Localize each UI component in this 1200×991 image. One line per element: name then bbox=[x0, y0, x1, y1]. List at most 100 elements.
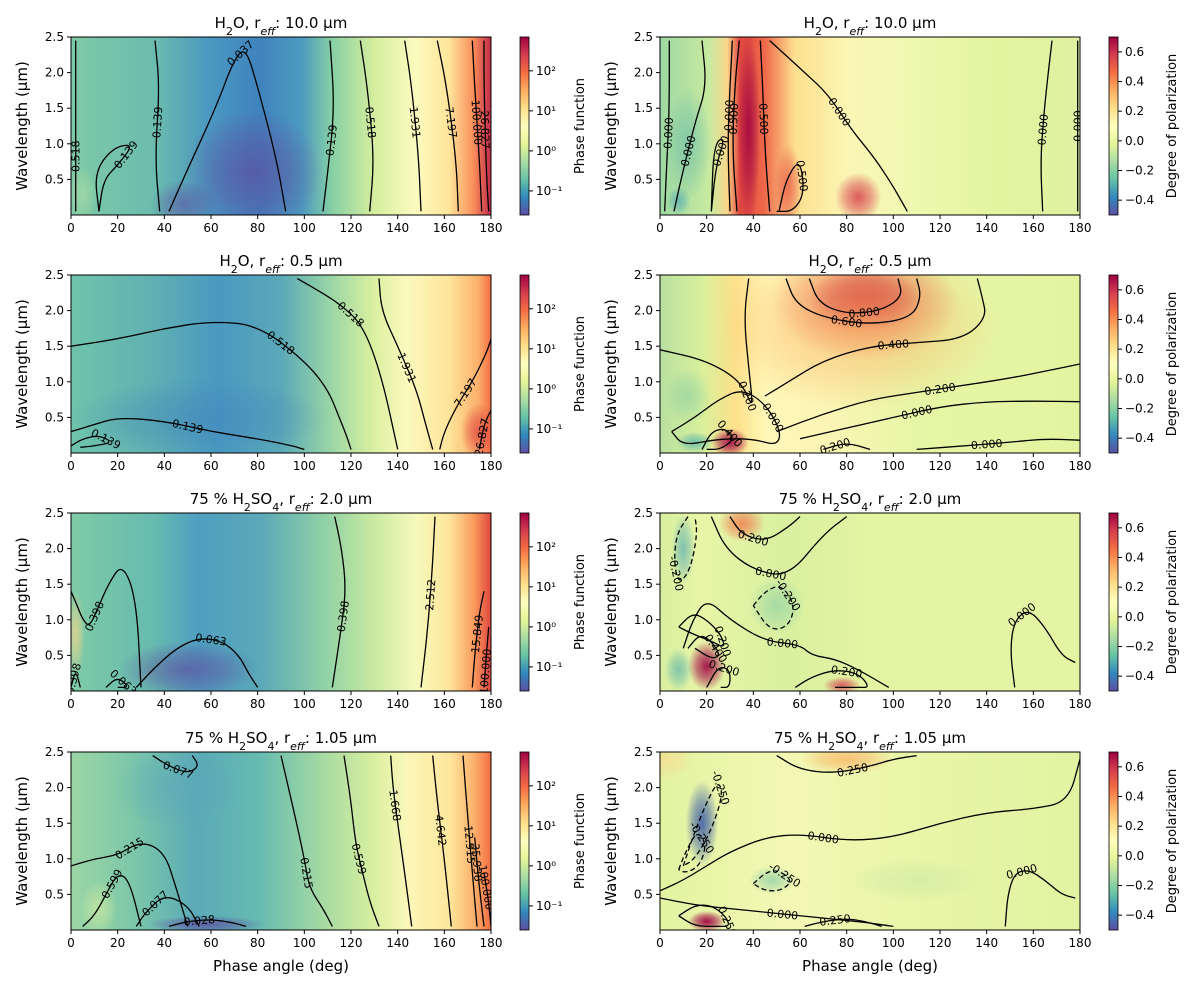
y-tick-label: 1.5 bbox=[634, 577, 653, 591]
x-tick-label: 40 bbox=[746, 697, 761, 711]
y-tick-label: 1.0 bbox=[45, 375, 64, 389]
y-tick-label: 1.0 bbox=[45, 852, 64, 866]
heatmap-region bbox=[718, 513, 765, 542]
contour-line bbox=[152, 755, 198, 773]
heatmap-region bbox=[660, 752, 695, 781]
colorbar bbox=[1108, 751, 1119, 931]
heatmap-region bbox=[737, 37, 761, 215]
colorbar-tick-label: −0.4 bbox=[1125, 193, 1154, 207]
x-tick-label: 140 bbox=[386, 697, 409, 711]
contour-label: 0.000 bbox=[661, 117, 675, 149]
x-tick-label: 120 bbox=[340, 697, 363, 711]
colorbar-tick-label: 0.4 bbox=[1125, 313, 1144, 327]
plot-frame bbox=[70, 512, 492, 692]
plot-frame bbox=[659, 512, 1081, 692]
contour-line bbox=[296, 278, 399, 450]
contour-line bbox=[678, 904, 729, 928]
colorbar-label: Degree of polarization bbox=[1165, 530, 1180, 675]
contour-line bbox=[729, 516, 801, 540]
contour-line bbox=[682, 784, 722, 867]
x-tick-label: 120 bbox=[929, 459, 952, 473]
colorbar-tick-label: 10¹ bbox=[536, 819, 556, 833]
y-tick-label: 1.5 bbox=[634, 816, 653, 830]
heatmap-region bbox=[117, 641, 258, 691]
x-tick-label: 180 bbox=[480, 697, 503, 711]
colorbar-tick-label: 10⁻¹ bbox=[536, 422, 563, 436]
colorbar-tick-label: 0.2 bbox=[1125, 104, 1144, 118]
x-tick-label: 180 bbox=[1069, 221, 1092, 235]
contour-line bbox=[727, 40, 733, 212]
colorbar-tick-label: 10¹ bbox=[536, 342, 556, 356]
contour-line bbox=[105, 678, 128, 689]
contour-line bbox=[678, 833, 706, 873]
contour-label: 0.500 bbox=[727, 103, 741, 135]
x-tick-label: 120 bbox=[340, 936, 363, 950]
x-tick-label: 100 bbox=[293, 221, 316, 235]
y-tick-label: 0.5 bbox=[45, 648, 64, 662]
heatmap-region bbox=[711, 428, 749, 453]
colorbar bbox=[1108, 36, 1119, 216]
contour-line bbox=[682, 603, 890, 688]
y-tick-label: 2.5 bbox=[634, 30, 653, 44]
x-tick-label: 80 bbox=[250, 221, 265, 235]
heatmap-region bbox=[688, 641, 726, 691]
contour-line bbox=[331, 516, 346, 688]
x-tick-label: 40 bbox=[157, 459, 172, 473]
heatmap-region bbox=[110, 752, 242, 831]
heatmap-region bbox=[71, 378, 328, 453]
colorbar-tick-label: 0.4 bbox=[1125, 75, 1144, 89]
contour-label: 0.400 bbox=[877, 337, 909, 352]
x-tick-label: 180 bbox=[480, 459, 503, 473]
x-tick-label: 120 bbox=[929, 936, 952, 950]
contour-line bbox=[678, 614, 725, 647]
y-axis-label: Wavelength (μm) bbox=[13, 776, 31, 906]
panel-title: H2O, reff: 0.5 μm bbox=[808, 252, 931, 276]
x-tick-label: 60 bbox=[792, 221, 807, 235]
heatmap-region bbox=[150, 179, 216, 215]
x-tick-label: 140 bbox=[386, 936, 409, 950]
contour-line bbox=[794, 670, 868, 689]
contour-label: 1.931 bbox=[407, 106, 423, 139]
colorbar-tick-label: 10⁰ bbox=[536, 859, 556, 873]
x-tick-label: 20 bbox=[110, 221, 125, 235]
y-tick-label: 1.0 bbox=[45, 613, 64, 627]
x-tick-label: 40 bbox=[746, 221, 761, 235]
y-tick-label: 1.0 bbox=[45, 137, 64, 151]
contour-line bbox=[483, 626, 490, 688]
x-tick-label: 140 bbox=[975, 697, 998, 711]
x-tick-label: 180 bbox=[1069, 697, 1092, 711]
colorbar-label: Degree of polarization bbox=[1165, 769, 1180, 914]
colorbar-tick-label: 10² bbox=[536, 540, 556, 554]
colorbar-tick-label: 10² bbox=[536, 779, 556, 793]
heatmap-region bbox=[71, 165, 97, 215]
colorbar-tick-label: 10⁻¹ bbox=[536, 899, 563, 913]
y-tick-label: 2.0 bbox=[634, 304, 653, 318]
heatmap-region bbox=[685, 780, 719, 866]
colorbar-label: Degree of polarization bbox=[1165, 292, 1180, 437]
contour-line bbox=[701, 428, 733, 451]
y-tick-label: 0.5 bbox=[634, 172, 653, 186]
contour-label: 0.250 bbox=[819, 912, 852, 929]
y-axis-label: Wavelength (μm) bbox=[13, 537, 31, 667]
contour-label: 0.000 bbox=[807, 829, 840, 847]
y-tick-label: 2.5 bbox=[634, 745, 653, 759]
contour-line bbox=[135, 638, 259, 688]
contour-line bbox=[776, 164, 804, 213]
colorbar-tick-label: 0.6 bbox=[1125, 521, 1144, 535]
contour-label: 0.200 bbox=[830, 663, 863, 681]
x-axis-label: Phase angle (deg) bbox=[213, 957, 349, 975]
y-tick-label: 1.0 bbox=[634, 137, 653, 151]
contour-line bbox=[378, 278, 434, 450]
contour-label: 0.000 bbox=[722, 99, 736, 131]
colorbar-label: Phase function bbox=[573, 316, 588, 412]
x-tick-label: 140 bbox=[975, 221, 998, 235]
colorbar-tick-label: 0.6 bbox=[1125, 760, 1144, 774]
x-tick-label: 0 bbox=[656, 459, 664, 473]
colorbar-label: Phase function bbox=[573, 554, 588, 650]
heatmap-field bbox=[660, 752, 1080, 930]
contour-label: 7.197 bbox=[442, 106, 459, 139]
contour-label: 12.915 bbox=[461, 825, 477, 864]
contour-line bbox=[710, 516, 848, 575]
x-tick-label: 0 bbox=[656, 697, 664, 711]
colorbar-tick-label: 10⁰ bbox=[536, 144, 556, 158]
